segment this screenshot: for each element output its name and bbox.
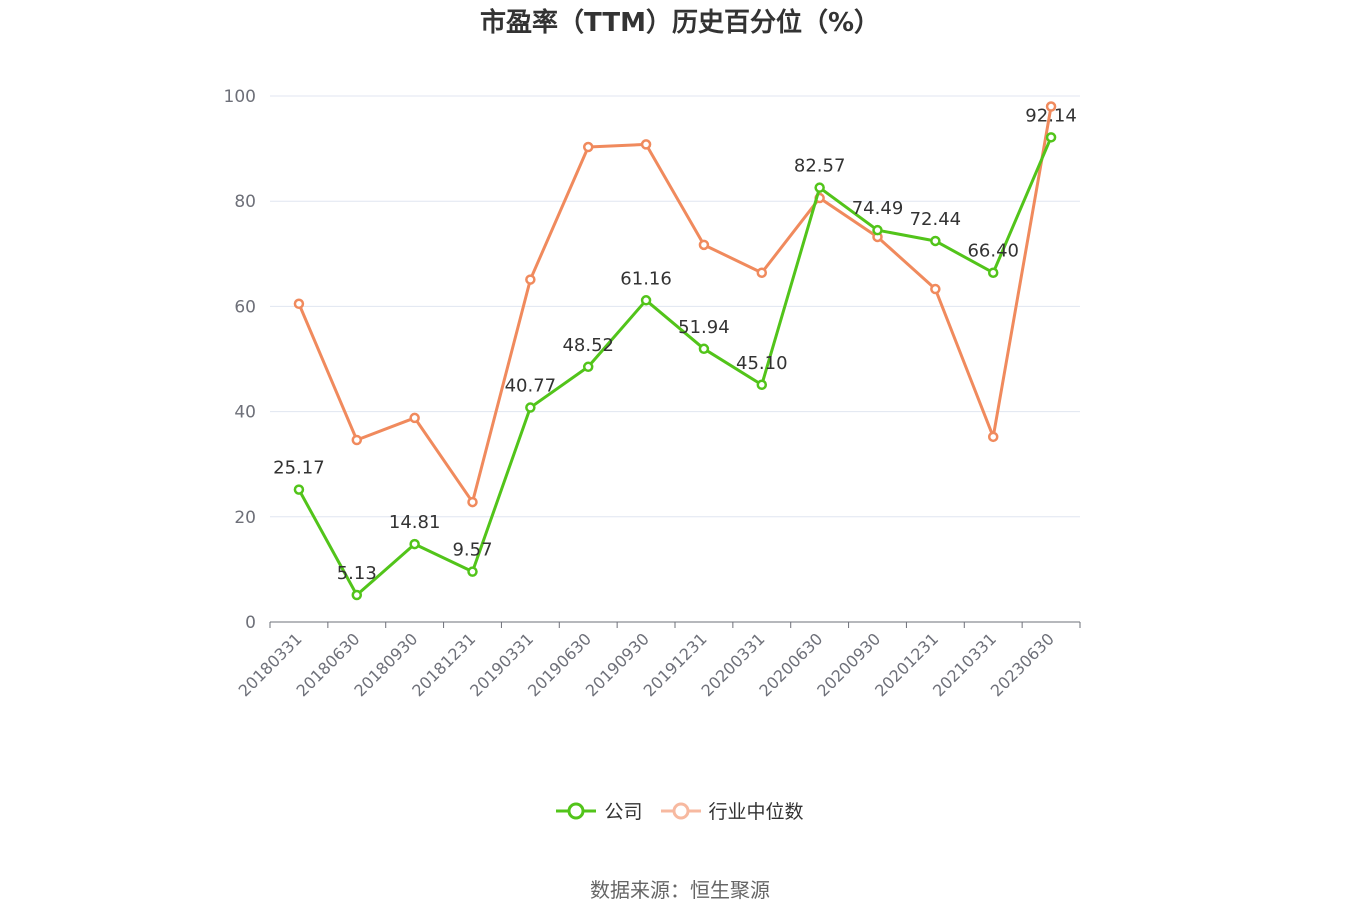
data-point-industry: [1045, 101, 1057, 112]
data-source: 数据来源：恒生聚源: [590, 878, 770, 902]
data-label: 92.14: [1025, 105, 1077, 126]
data-point-company: [640, 295, 652, 306]
data-point-company: [930, 235, 941, 247]
data-label: 61.16: [620, 268, 672, 289]
data-label: 72.44: [910, 209, 962, 230]
data-point-industry: [756, 267, 768, 278]
data-point-industry: [987, 431, 999, 443]
data-point-company: [293, 484, 305, 495]
data-point-industry: [640, 139, 652, 150]
legend-label-company: 公司: [604, 801, 643, 823]
y-tick-label: 20: [234, 508, 256, 528]
chart-title: 市盈率（TTM）历史百分位（%）: [480, 8, 880, 38]
data-label: 48.52: [562, 335, 614, 356]
data-point-industry: [467, 496, 478, 508]
x-tick-label: 20230630: [987, 629, 1058, 700]
data-point-company: [1045, 132, 1057, 143]
data-point-company: [698, 343, 710, 355]
series-line-industry: [297, 106, 1053, 504]
data-point-company: [525, 402, 536, 413]
legend: 公司 行业中位数: [0, 797, 1360, 824]
legend-label-industry: 行业中位数: [708, 801, 804, 823]
y-tick-label: 100: [224, 87, 256, 107]
data-point-industry: [351, 434, 363, 446]
data-point-company: [351, 589, 363, 601]
data-point-company: [582, 361, 594, 373]
series-line-company: [297, 136, 1053, 597]
data-point-industry: [698, 239, 710, 251]
data-point-industry: [409, 412, 420, 424]
data-point-industry: [930, 283, 941, 295]
data-point-company: [814, 182, 825, 193]
data-point-company: [756, 379, 768, 391]
y-tick-label: 40: [234, 403, 256, 423]
legend-marker-industry: [660, 802, 701, 819]
data-label: 82.57: [794, 156, 846, 177]
data-label: 5.13: [337, 563, 377, 584]
data-label: 66.40: [967, 241, 1019, 262]
data-point-company: [409, 538, 420, 550]
data-label: 25.17: [273, 458, 325, 479]
y-tick-label: 0: [245, 613, 256, 633]
data-label: 9.57: [452, 540, 492, 561]
data-label: 45.10: [736, 353, 788, 374]
data-point-company: [987, 267, 999, 278]
data-label: 40.77: [505, 376, 557, 397]
y-tick-label: 60: [234, 297, 256, 317]
data-label: 74.49: [852, 198, 904, 219]
data-point-company: [467, 566, 478, 577]
y-tick-label: 80: [234, 192, 256, 212]
data-point-industry: [525, 274, 536, 285]
data-point-industry: [582, 141, 594, 153]
data-label: 14.81: [389, 512, 441, 533]
data-point-company: [872, 224, 883, 236]
data-label: 51.94: [678, 317, 730, 338]
legend-item-company[interactable]: 公司: [556, 797, 643, 824]
line-chart: 0204060801002018033120180630201809302018…: [224, 87, 1081, 700]
data-point-industry: [293, 298, 305, 310]
legend-item-industry[interactable]: 行业中位数: [660, 797, 804, 824]
legend-marker-company: [556, 802, 597, 819]
